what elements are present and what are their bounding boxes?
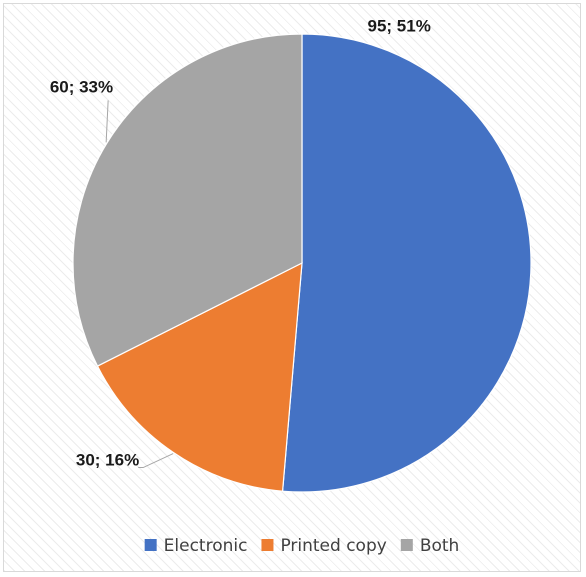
data-label-both: 60; 33% <box>50 77 113 96</box>
legend-label-electronic: Electronic <box>164 536 248 556</box>
data-labels: 95; 51% 30; 16% 60; 33% <box>50 16 431 469</box>
data-label-printed-copy: 30; 16% <box>76 451 139 470</box>
leader-lines <box>105 100 174 469</box>
legend-label-printed-copy: Printed copy <box>280 536 386 556</box>
legend-swatch-printed-copy <box>261 539 274 551</box>
pie-slices <box>72 33 532 493</box>
pie-slice-printed-copy <box>96 261 303 492</box>
legend: Electronic Printed copy Both <box>144 536 460 556</box>
data-label-electronic: 95; 51% <box>368 16 431 35</box>
legend-label-both: Both <box>420 536 460 556</box>
legend-swatch-both <box>400 539 413 551</box>
pie-slice-electronic <box>281 33 532 493</box>
leader-line-both <box>105 100 109 143</box>
leader-line-printed-copy <box>138 453 174 469</box>
pie-slice-both <box>72 33 303 367</box>
legend-swatch-electronic <box>144 539 157 551</box>
